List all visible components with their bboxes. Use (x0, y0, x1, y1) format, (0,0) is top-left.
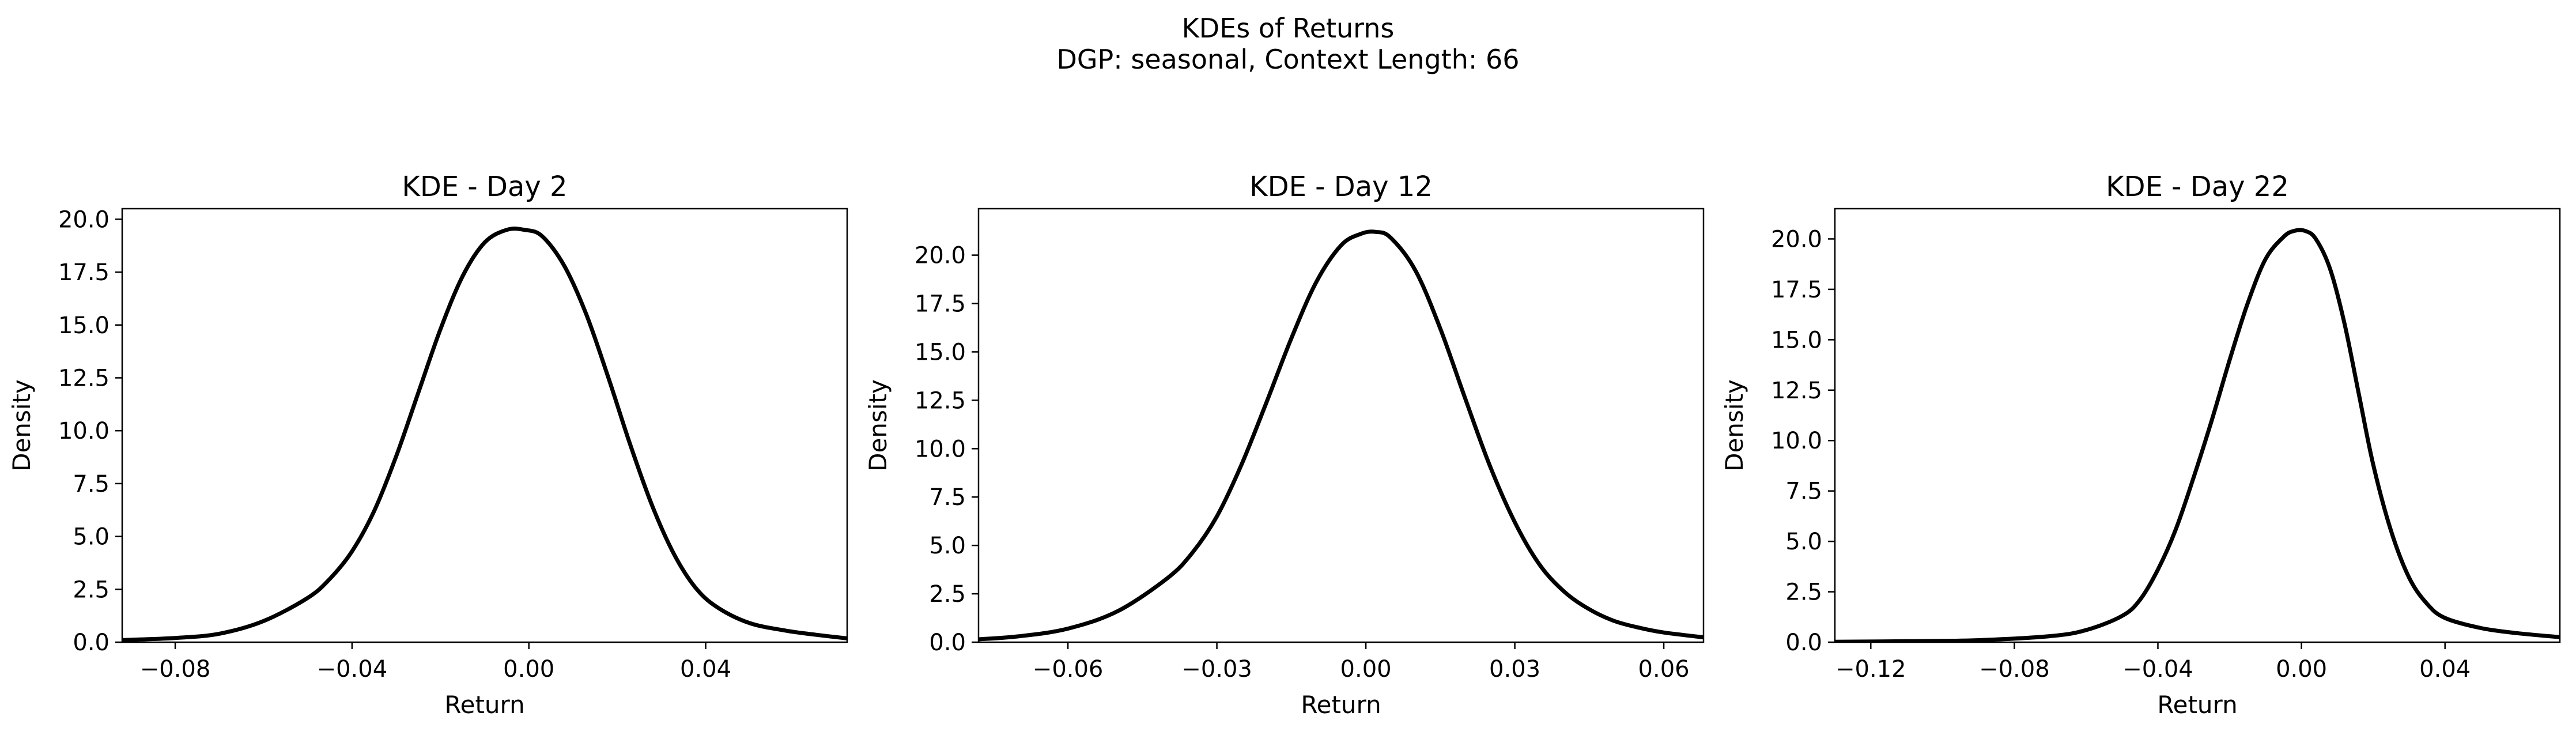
y-tick-label: 15.0 (58, 312, 109, 339)
axes-frame (121, 208, 848, 643)
axes-frame (1834, 208, 2561, 643)
axes-frame (977, 208, 1705, 643)
y-tick-label: 10.0 (915, 436, 966, 462)
y-tick-label: 12.5 (58, 365, 109, 391)
y-tick-label: 5.0 (73, 524, 109, 551)
y-tick-label: 12.5 (1771, 378, 1822, 404)
kde-curve (122, 227, 847, 642)
x-tick-label: 0.04 (2419, 656, 2471, 683)
y-tick-label: 5.0 (929, 533, 966, 559)
y-tick-label: 0.0 (1785, 630, 1822, 656)
panel-title: KDE - Day 22 (2106, 171, 2289, 203)
y-tick-label: 2.5 (929, 581, 966, 608)
x-axis-label: Return (444, 691, 524, 719)
figure-title: KDEs of Returns (1181, 13, 1395, 44)
x-tick-label: 0.00 (503, 656, 554, 683)
kde-panel-1: −0.08 −0.04 0.00 0.04 0.0 2.5 5.0 7.5 10.0 12.5 15… (7, 171, 848, 719)
y-tick-label: 20.0 (1771, 226, 1822, 252)
y-tick-label: 5.0 (1785, 529, 1822, 555)
y-tick-label: 20.0 (58, 206, 109, 233)
y-tick-label: 15.0 (915, 339, 966, 365)
x-tick-label: 0.04 (680, 656, 731, 683)
y-tick-label: 7.5 (73, 471, 109, 497)
y-tick-label: 7.5 (929, 484, 966, 511)
y-tick-label: 0.0 (73, 630, 109, 656)
x-tick-label: −0.06 (1033, 656, 1104, 683)
x-tick-label: −0.08 (140, 656, 211, 683)
x-tick-label: −0.08 (1979, 656, 2050, 683)
y-tick-label: 17.5 (915, 291, 966, 318)
x-axis-label: Return (2157, 691, 2237, 719)
y-tick-label: 17.5 (58, 259, 109, 286)
y-tick-label: 12.5 (915, 387, 966, 414)
x-tick-label: 0.00 (2276, 656, 2327, 683)
y-axis-label: Density (1720, 379, 1748, 472)
y-tick-label: 10.0 (58, 418, 109, 444)
y-tick-label: 15.0 (1771, 327, 1822, 353)
y-tick-label: 7.5 (1785, 478, 1822, 505)
x-tick-label: 0.00 (1340, 656, 1392, 683)
figure-subtitle: DGP: seasonal, Context Length: 66 (1056, 44, 1520, 75)
x-tick-label: −0.04 (317, 656, 388, 683)
x-tick-label: −0.04 (2122, 656, 2193, 683)
y-tick-label: 2.5 (1785, 579, 1822, 606)
panel-title: KDE - Day 2 (402, 171, 567, 203)
x-tick-label: 0.03 (1489, 656, 1540, 683)
y-axis-label: Density (7, 379, 36, 472)
y-tick-label: 17.5 (1771, 277, 1822, 303)
y-tick-label: 10.0 (1771, 428, 1822, 454)
x-axis-label: Return (1301, 691, 1381, 719)
kde-panel-2: −0.06 −0.03 0.00 0.03 0.06 0.0 2.5 5.0 7.5 10.0 12… (864, 171, 1705, 719)
y-tick-label: 0.0 (929, 630, 966, 656)
kde-curve (979, 229, 1704, 642)
y-tick-label: 20.0 (915, 243, 966, 269)
x-tick-label: −0.12 (1835, 656, 1906, 683)
kde-curve (1835, 228, 2560, 642)
y-axis-label: Density (864, 379, 892, 472)
kde-panel-3: −0.12 −0.08 −0.04 0.00 0.04 0.0 2.5 5.0 7.5 10.0 1… (1720, 171, 2561, 719)
panel-title: KDE - Day 12 (1249, 171, 1433, 203)
x-tick-label: −0.03 (1181, 656, 1252, 683)
x-tick-label: 0.06 (1638, 656, 1690, 683)
y-tick-label: 2.5 (73, 576, 109, 603)
